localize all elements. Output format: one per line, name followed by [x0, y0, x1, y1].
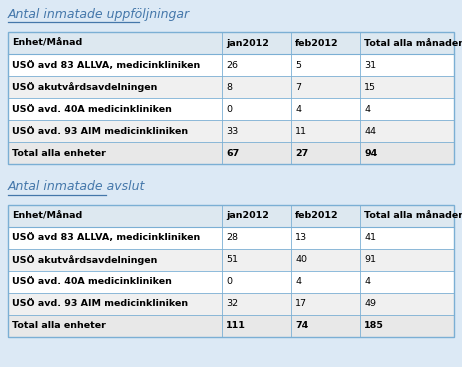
Text: USÖ avd. 40A medicinkliniken: USÖ avd. 40A medicinkliniken	[12, 105, 172, 114]
Text: Total alla månader: Total alla månader	[365, 39, 462, 48]
Text: USÖ avd. 40A medicinkliniken: USÖ avd. 40A medicinkliniken	[12, 277, 172, 286]
Text: USÖ akutvårdsavdelningen: USÖ akutvårdsavdelningen	[12, 255, 158, 265]
Text: 31: 31	[365, 61, 377, 70]
Bar	[8, 120, 454, 142]
Bar	[8, 76, 454, 98]
Text: 41: 41	[365, 233, 377, 242]
Bar	[8, 249, 454, 271]
Text: 13: 13	[295, 233, 307, 242]
Bar	[8, 227, 454, 249]
Text: 4: 4	[295, 105, 301, 114]
Text: USÖ avd 83 ALLVA, medicinkliniken: USÖ avd 83 ALLVA, medicinkliniken	[12, 233, 200, 242]
Text: 67: 67	[226, 149, 239, 158]
Text: jan2012: jan2012	[226, 39, 269, 48]
Text: 4: 4	[365, 105, 371, 114]
Text: USÖ avd. 93 AIM medicinkliniken: USÖ avd. 93 AIM medicinkliniken	[12, 299, 188, 308]
Text: 32: 32	[226, 299, 238, 308]
Text: 185: 185	[365, 321, 384, 330]
Bar	[8, 205, 454, 337]
Text: feb2012: feb2012	[295, 211, 339, 220]
Text: USÖ akutvårdsavdelningen: USÖ akutvårdsavdelningen	[12, 83, 158, 92]
Text: Total alla månader: Total alla månader	[365, 211, 462, 220]
Bar	[8, 205, 454, 227]
Text: 91: 91	[365, 255, 377, 264]
Text: 27: 27	[295, 149, 309, 158]
Text: 94: 94	[365, 149, 377, 158]
Text: Antal inmatade avslut: Antal inmatade avslut	[8, 181, 146, 193]
Bar	[8, 32, 454, 164]
Text: 44: 44	[365, 127, 377, 136]
Text: Enhet/Månad: Enhet/Månad	[12, 211, 82, 220]
Bar	[8, 142, 454, 164]
Text: jan2012: jan2012	[226, 211, 269, 220]
Text: 111: 111	[226, 321, 246, 330]
Text: 28: 28	[226, 233, 238, 242]
Text: Total alla enheter: Total alla enheter	[12, 149, 106, 158]
Bar	[8, 32, 454, 54]
Text: 11: 11	[295, 127, 307, 136]
Text: 7: 7	[295, 83, 301, 92]
Text: 17: 17	[295, 299, 307, 308]
Bar	[8, 293, 454, 315]
Text: 74: 74	[295, 321, 309, 330]
Text: 0: 0	[226, 277, 232, 286]
Text: 4: 4	[295, 277, 301, 286]
Text: 26: 26	[226, 61, 238, 70]
Text: 8: 8	[226, 83, 232, 92]
Text: 33: 33	[226, 127, 238, 136]
Text: 4: 4	[365, 277, 371, 286]
Bar	[8, 54, 454, 76]
Text: 0: 0	[226, 105, 232, 114]
Text: USÖ avd 83 ALLVA, medicinkliniken: USÖ avd 83 ALLVA, medicinkliniken	[12, 61, 200, 70]
Text: Enhet/Månad: Enhet/Månad	[12, 39, 82, 48]
Text: Total alla enheter: Total alla enheter	[12, 321, 106, 330]
Text: 15: 15	[365, 83, 377, 92]
Text: feb2012: feb2012	[295, 39, 339, 48]
Bar	[8, 98, 454, 120]
Text: Antal inmatade uppföljningar: Antal inmatade uppföljningar	[8, 8, 190, 21]
Text: 5: 5	[295, 61, 301, 70]
Text: USÖ avd. 93 AIM medicinkliniken: USÖ avd. 93 AIM medicinkliniken	[12, 127, 188, 136]
Text: 40: 40	[295, 255, 307, 264]
Bar	[8, 315, 454, 337]
Bar	[8, 271, 454, 293]
Text: 51: 51	[226, 255, 238, 264]
Text: 49: 49	[365, 299, 377, 308]
